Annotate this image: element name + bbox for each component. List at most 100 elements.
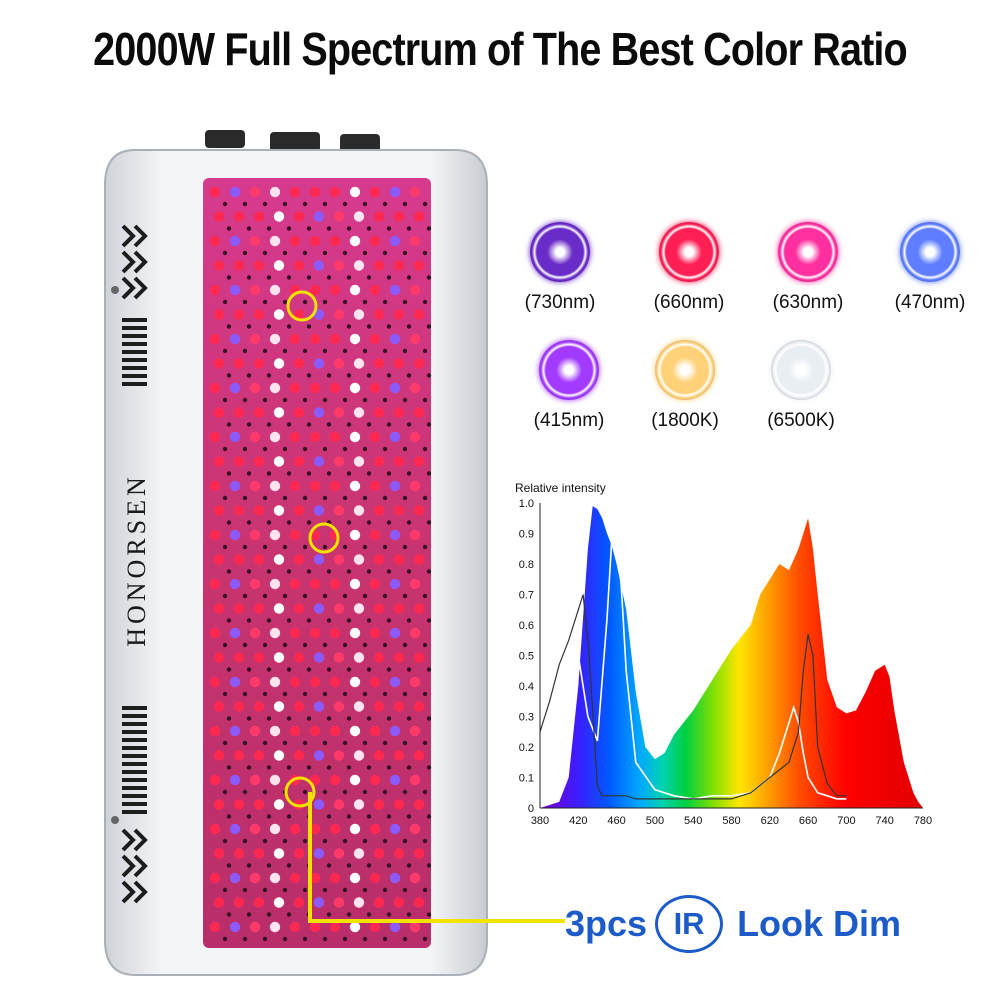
board-hole [222, 201, 228, 207]
led [409, 235, 421, 247]
led [293, 456, 305, 467]
board-hole [406, 520, 412, 525]
led [329, 431, 341, 443]
led [333, 309, 345, 320]
board-hole [342, 789, 348, 795]
board-hole [262, 740, 268, 746]
led [313, 897, 325, 908]
board-hole [246, 520, 252, 525]
board-hole [362, 299, 368, 305]
board-hole [386, 912, 392, 917]
led [213, 260, 225, 271]
board-hole [262, 838, 268, 844]
swatch-660nm: (660nm) [647, 222, 731, 314]
vent-chevrons [121, 224, 148, 904]
led [269, 921, 281, 933]
led [369, 382, 381, 394]
led [333, 505, 345, 516]
led [249, 921, 261, 933]
led [233, 505, 245, 516]
led [229, 627, 241, 639]
led [309, 774, 321, 786]
led [333, 260, 345, 271]
board-hole [302, 397, 308, 403]
led [349, 823, 361, 835]
led [329, 627, 341, 639]
led [293, 211, 305, 222]
led [369, 186, 381, 198]
board-hole [306, 226, 312, 231]
board-hole [386, 422, 392, 427]
board-hole [282, 936, 288, 942]
y-tick-label: 0.1 [519, 773, 534, 785]
led [273, 848, 285, 859]
led [253, 309, 265, 320]
led [293, 701, 305, 712]
board-hole [402, 250, 408, 256]
board-hole [246, 716, 252, 721]
led [409, 921, 421, 933]
board-hole [286, 863, 292, 868]
led-color-disc [771, 340, 831, 400]
y-tick-label: 0.5 [519, 651, 534, 663]
board-hole [326, 863, 332, 868]
led [209, 823, 221, 835]
led [273, 897, 285, 908]
board-hole [382, 250, 388, 256]
board-hole [306, 422, 312, 427]
led [253, 750, 265, 761]
led [369, 431, 381, 443]
board-hole [386, 618, 392, 623]
board-hole [266, 814, 272, 819]
board-hole [246, 912, 252, 917]
board-hole [322, 691, 328, 697]
board-hole [302, 740, 308, 746]
y-axis: 0 0.1 0.2 0.3 0.4 0.5 0.6 0.7 0.8 0.9 1.0 [519, 498, 534, 815]
led [373, 799, 385, 810]
board-hole [342, 740, 348, 746]
swatch-1800k: (1800K) [643, 340, 727, 432]
board-hole [242, 250, 248, 256]
board-hole [362, 348, 368, 354]
board-hole [222, 299, 228, 305]
board-hole [382, 348, 388, 354]
board-hole [406, 569, 412, 574]
led [269, 529, 281, 541]
board-hole [302, 201, 308, 207]
board-hole [226, 765, 232, 770]
led [309, 235, 321, 247]
led [249, 823, 261, 835]
board-hole [366, 324, 372, 329]
led [349, 284, 361, 296]
led [313, 407, 325, 418]
board-hole [386, 373, 392, 378]
board-hole [362, 201, 368, 207]
led [309, 480, 321, 492]
board-hole [382, 593, 388, 599]
led [309, 578, 321, 590]
led [229, 578, 241, 590]
led [229, 186, 241, 198]
led [309, 725, 321, 737]
led [349, 333, 361, 345]
led [409, 382, 421, 394]
board-hole [346, 422, 352, 427]
board-hole [306, 569, 312, 574]
led [253, 799, 265, 810]
led [313, 456, 325, 467]
led [313, 358, 325, 369]
led [413, 456, 425, 467]
led [253, 897, 265, 908]
led [309, 186, 321, 198]
led [389, 725, 401, 737]
led [209, 578, 221, 590]
board-hole [406, 324, 412, 329]
led [289, 627, 301, 639]
board-hole [246, 667, 252, 672]
led [209, 480, 221, 492]
x-tick-label: 420 [569, 815, 587, 827]
board-hole [322, 250, 328, 256]
led [273, 554, 285, 565]
led [253, 211, 265, 222]
board-hole [422, 838, 428, 844]
